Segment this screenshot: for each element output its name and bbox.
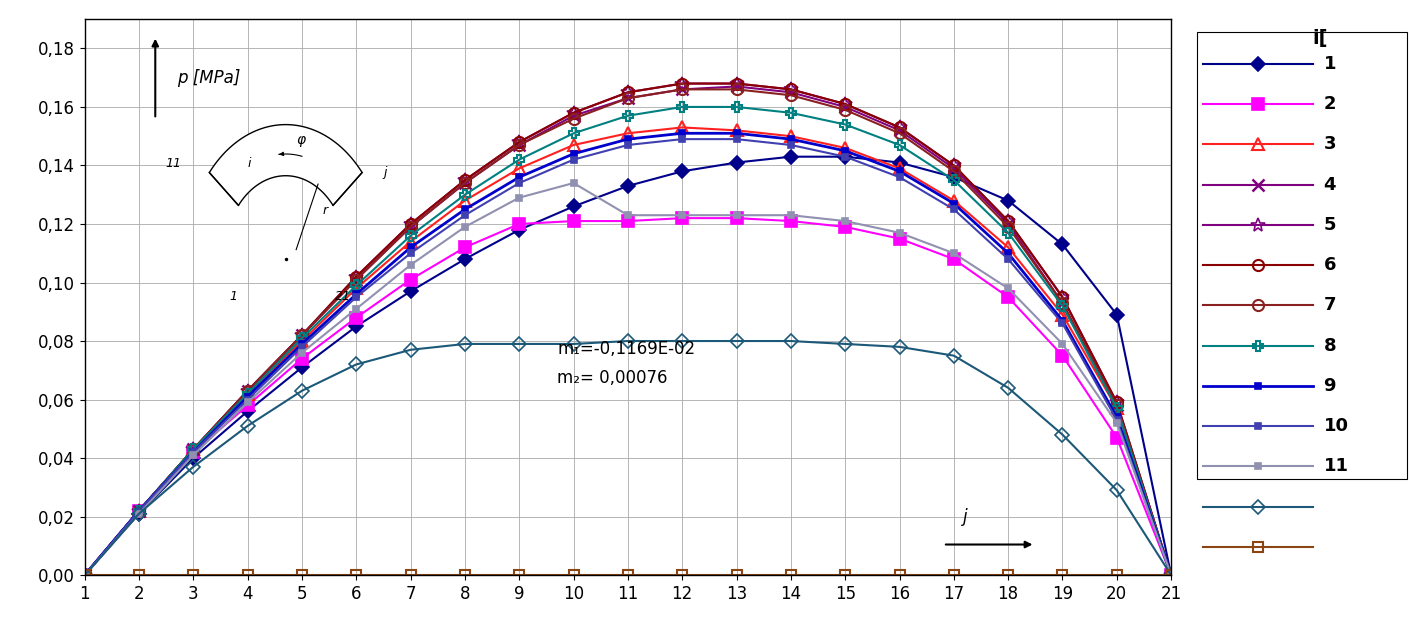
Text: 10: 10 (1324, 417, 1349, 435)
Text: 1: 1 (1324, 55, 1336, 73)
Polygon shape (209, 125, 363, 205)
Text: 21: 21 (334, 289, 351, 303)
Text: 9: 9 (1324, 377, 1336, 395)
Text: 1: 1 (230, 289, 237, 303)
Text: 6: 6 (1324, 256, 1336, 274)
Text: i[: i[ (1312, 29, 1328, 48)
Text: $\varphi$: $\varphi$ (296, 134, 308, 149)
Text: 11: 11 (165, 157, 182, 170)
Bar (1197, 32, 1407, 479)
Text: i: i (248, 157, 251, 170)
Text: 3: 3 (1324, 135, 1336, 153)
Text: 8: 8 (1324, 337, 1336, 355)
Text: j: j (962, 508, 967, 527)
Text: p [MPa]: p [MPa] (176, 68, 240, 86)
Text: m₁=-0,1169E-02
m₂= 0,00076: m₁=-0,1169E-02 m₂= 0,00076 (557, 340, 696, 387)
Text: 2: 2 (1324, 95, 1336, 113)
Text: 7: 7 (1324, 296, 1336, 314)
Text: 11: 11 (1324, 458, 1349, 475)
Text: j: j (384, 166, 387, 179)
Text: r: r (323, 204, 329, 217)
Text: 5: 5 (1324, 216, 1336, 234)
Text: 4: 4 (1324, 176, 1336, 194)
